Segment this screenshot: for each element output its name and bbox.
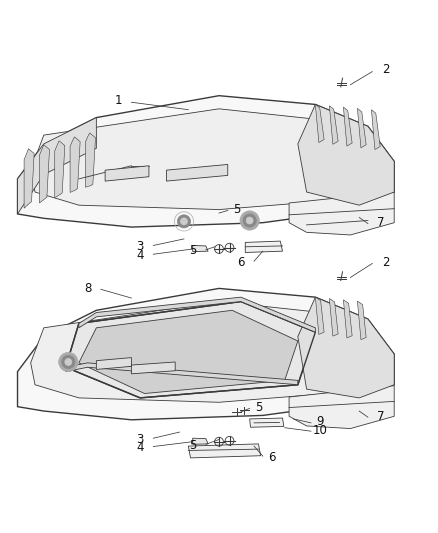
Circle shape xyxy=(240,211,259,230)
Polygon shape xyxy=(85,133,95,187)
Circle shape xyxy=(59,352,78,372)
Polygon shape xyxy=(371,110,380,150)
Polygon shape xyxy=(96,358,131,369)
Text: 2: 2 xyxy=(381,63,389,76)
Polygon shape xyxy=(79,297,315,332)
Text: 5: 5 xyxy=(233,203,240,216)
Text: 7: 7 xyxy=(377,410,385,423)
Polygon shape xyxy=(31,302,385,402)
Polygon shape xyxy=(31,109,385,209)
Text: 3: 3 xyxy=(137,433,144,446)
Polygon shape xyxy=(298,104,394,205)
Text: 6: 6 xyxy=(268,450,276,464)
Text: 6: 6 xyxy=(237,256,245,269)
Polygon shape xyxy=(315,297,324,334)
Polygon shape xyxy=(18,288,394,420)
Polygon shape xyxy=(55,141,65,198)
Polygon shape xyxy=(315,104,324,142)
Polygon shape xyxy=(39,145,49,203)
Polygon shape xyxy=(105,166,149,181)
Polygon shape xyxy=(329,106,338,144)
Polygon shape xyxy=(193,246,208,252)
Polygon shape xyxy=(250,418,284,427)
Polygon shape xyxy=(193,438,208,445)
Polygon shape xyxy=(24,149,34,208)
Polygon shape xyxy=(289,192,394,235)
Circle shape xyxy=(65,359,72,366)
Text: 5: 5 xyxy=(255,401,262,414)
Polygon shape xyxy=(131,362,175,374)
Text: 9: 9 xyxy=(316,416,324,429)
Polygon shape xyxy=(70,137,80,192)
Polygon shape xyxy=(188,444,261,458)
Circle shape xyxy=(177,215,191,228)
Polygon shape xyxy=(166,165,228,181)
Polygon shape xyxy=(79,310,298,393)
Text: 5: 5 xyxy=(189,439,196,451)
Polygon shape xyxy=(343,107,352,146)
Text: 4: 4 xyxy=(136,441,144,454)
Polygon shape xyxy=(357,108,366,148)
Polygon shape xyxy=(357,301,366,340)
Text: 8: 8 xyxy=(84,282,91,295)
Text: 4: 4 xyxy=(136,249,144,262)
Circle shape xyxy=(243,214,256,227)
Text: 5: 5 xyxy=(189,244,196,257)
Text: 3: 3 xyxy=(137,240,144,253)
Polygon shape xyxy=(245,241,283,253)
Text: 7: 7 xyxy=(377,216,385,229)
Text: 1: 1 xyxy=(114,94,122,107)
Polygon shape xyxy=(343,300,352,338)
Polygon shape xyxy=(329,298,338,336)
Text: 2: 2 xyxy=(381,256,389,269)
Text: 10: 10 xyxy=(312,424,327,437)
Circle shape xyxy=(246,217,253,224)
Polygon shape xyxy=(289,386,394,429)
Circle shape xyxy=(62,356,75,368)
Circle shape xyxy=(180,218,187,225)
Polygon shape xyxy=(66,363,298,385)
Polygon shape xyxy=(66,302,315,398)
Polygon shape xyxy=(298,297,394,398)
Polygon shape xyxy=(18,118,96,214)
Polygon shape xyxy=(18,96,394,227)
